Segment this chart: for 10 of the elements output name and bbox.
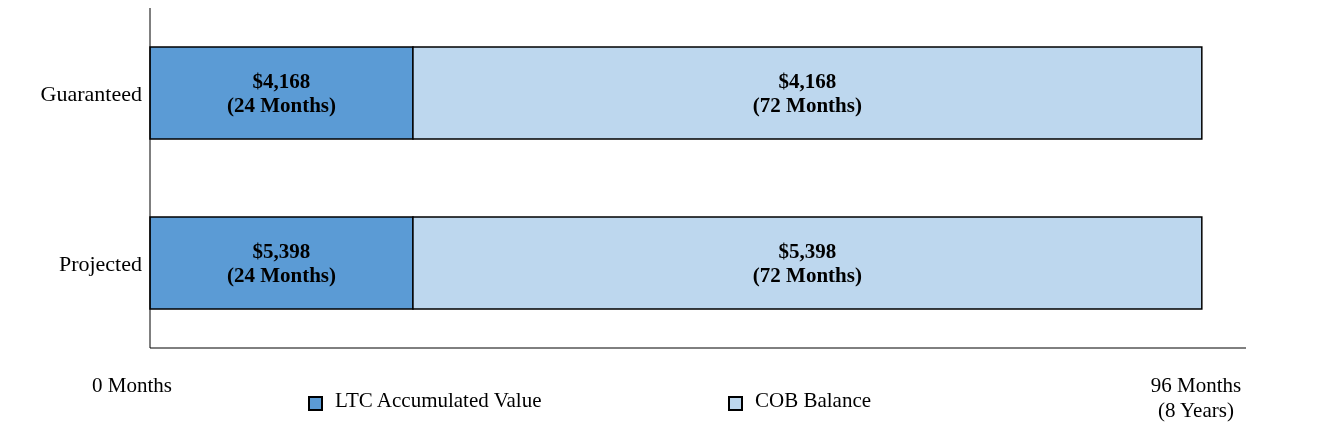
text: 96 Months (8 Years): [1149, 373, 1243, 423]
y-tick-label: Guaranteed: [40, 80, 142, 106]
data-label: $5,398 (72 Months): [752, 239, 862, 288]
legend-label: LTC Accumulated Value: [335, 388, 542, 413]
legend-label: COB Balance: [755, 388, 872, 413]
data-label: $4,168 (72 Months): [752, 69, 862, 118]
data-label: $4,168 (24 Months): [226, 69, 337, 118]
data-label: $5,398 (24 Months): [226, 239, 337, 288]
y-tick-label: Projected: [58, 250, 142, 276]
text: 0 Months: [91, 373, 173, 398]
